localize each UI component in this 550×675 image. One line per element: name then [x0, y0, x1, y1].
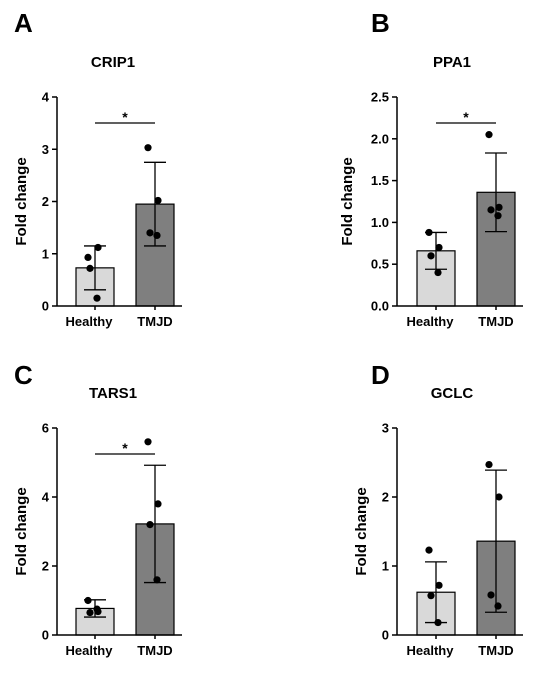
y-tick-label: 1.0	[371, 215, 389, 230]
data-point	[86, 264, 94, 272]
x-tick-label: TMJD	[137, 314, 172, 329]
data-point	[425, 546, 433, 554]
x-tick-label: TMJD	[478, 314, 513, 329]
data-point	[153, 576, 161, 584]
data-point	[84, 253, 92, 262]
data-point	[84, 596, 92, 605]
y-axis-label: Fold change	[13, 157, 30, 245]
data-point	[153, 231, 161, 240]
chart-title: PPA1	[433, 54, 471, 71]
chart-title: TARS1	[89, 385, 137, 402]
y-tick-label: 3	[382, 421, 389, 436]
y-tick-label: 1.5	[371, 173, 389, 188]
chart-panel-d: D GCLC Fold change 0 1 2 3 Healthy TMJD	[353, 360, 523, 658]
data-point	[154, 196, 162, 205]
x-tick-label: TMJD	[137, 643, 172, 658]
y-axis-label: Fold change	[13, 487, 30, 575]
x-tick-label: Healthy	[407, 314, 455, 329]
y-tick-label: 1	[42, 246, 49, 261]
y-tick-label: 4	[42, 90, 50, 105]
chart-panel-c: C TARS1 Fold change 0 2 4 6 Healthy TMJD *	[13, 360, 182, 658]
data-point	[485, 460, 493, 469]
significance-marker: *	[122, 109, 128, 125]
error-bar-tmjd	[144, 161, 166, 247]
data-point	[494, 212, 502, 220]
chart-panel-a: A CRIP1 Fold change 0 1 2 3 4 Healthy TMJD *	[13, 8, 182, 329]
data-point	[86, 608, 94, 617]
data-point	[144, 144, 152, 152]
data-point	[495, 203, 503, 211]
x-tick-label: TMJD	[478, 643, 513, 658]
chart-title: GCLC	[431, 385, 474, 402]
data-point	[494, 602, 502, 610]
data-point	[427, 252, 435, 260]
y-tick-label: 2.0	[371, 131, 389, 146]
data-point	[435, 581, 443, 589]
data-point	[144, 438, 152, 446]
data-point	[427, 592, 435, 600]
data-point	[487, 206, 495, 214]
data-point	[435, 243, 443, 252]
chart-panel-b: B PPA1 Fold change 0.0 0.5 1.0 1.5 2.0 2.5 Health…	[339, 8, 523, 329]
y-tick-label: 4	[42, 490, 50, 505]
significance-marker: *	[463, 109, 469, 125]
data-point	[154, 500, 162, 508]
panel-letter: D	[371, 360, 390, 390]
data-point	[93, 294, 101, 302]
data-point	[434, 268, 442, 277]
y-tick-label: 2	[42, 559, 49, 574]
y-tick-label: 0	[42, 628, 49, 643]
data-point	[487, 591, 495, 599]
y-tick-label: 0.0	[371, 299, 389, 314]
y-tick-label: 2.5	[371, 90, 389, 105]
error-bar-tmjd	[485, 469, 507, 613]
y-axis-label: Fold change	[353, 487, 370, 575]
y-tick-label: 3	[42, 142, 49, 157]
data-point	[425, 228, 433, 237]
data-point	[485, 131, 493, 139]
data-point	[146, 521, 154, 529]
panel-letter: A	[14, 8, 33, 38]
y-tick-label: 0	[42, 299, 49, 314]
y-tick-label: 0.5	[371, 257, 389, 272]
data-point	[94, 243, 102, 252]
significance-marker: *	[122, 440, 128, 456]
y-tick-label: 2	[42, 194, 49, 209]
panel-letter: B	[371, 8, 390, 38]
data-point	[93, 605, 101, 613]
x-tick-label: Healthy	[407, 643, 455, 658]
y-tick-label: 1	[382, 559, 389, 574]
y-axis-label: Fold change	[339, 157, 356, 245]
x-tick-label: Healthy	[66, 314, 114, 329]
y-tick-label: 2	[382, 490, 389, 505]
panel-letter: C	[14, 360, 33, 390]
chart-title: CRIP1	[91, 54, 135, 71]
data-point	[434, 618, 442, 627]
x-tick-label: Healthy	[66, 643, 114, 658]
y-tick-label: 0	[382, 628, 389, 643]
data-point	[495, 493, 503, 501]
y-tick-label: 6	[42, 421, 49, 436]
data-point	[146, 229, 154, 237]
